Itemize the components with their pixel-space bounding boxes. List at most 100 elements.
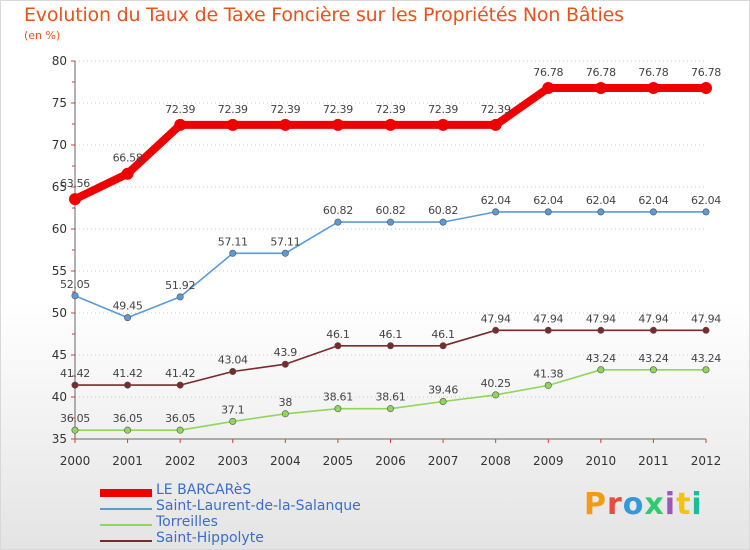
data-point [702,326,710,334]
data-point [331,118,344,131]
legend-swatch [100,489,152,497]
data-point [649,366,657,374]
data-label: 62.04 [481,194,511,207]
legend-swatch [100,540,152,542]
data-point [71,381,79,389]
data-point [124,426,132,434]
data-label: 76.78 [638,66,668,79]
data-point [229,367,237,375]
data-label: 43.24 [638,352,668,365]
data-label: 63.56 [60,177,90,190]
logo-letter: P [584,487,607,522]
data-point [334,405,342,413]
legend-swatch [100,508,152,510]
data-label: 72.39 [376,103,406,116]
data-label: 47.94 [481,312,511,325]
data-point [439,218,447,226]
logo-letter: r [607,487,623,522]
line-chart: 35 40 45 50 55 60 65 70 75 80 2000 2001 2002 2003 2004… [52,54,722,468]
data-label: 72.39 [428,103,458,116]
series-line-1 [74,211,707,319]
data-point [176,293,184,301]
data-label: 38.61 [323,391,353,404]
logo-letter: i [664,487,677,522]
x-tick-label: 2012 [691,454,722,468]
data-point [226,118,239,131]
data-point [124,314,132,322]
data-label: 39.46 [428,384,458,397]
x-tick-label: 2007 [428,454,459,468]
data-point [384,118,397,131]
data-point [437,118,450,131]
data-point [334,342,342,350]
data-label: 43.24 [586,352,616,365]
data-point [542,82,555,95]
data-label: 41.42 [113,367,143,380]
y-tick-label: 50 [52,306,67,320]
logo-letter: t [676,487,692,522]
logo-letter: o [622,487,645,522]
data-point [544,381,552,389]
data-label: 76.78 [691,66,721,79]
data-label: 47.94 [586,312,616,325]
data-point [594,82,607,95]
data-point [702,366,710,374]
x-tick-label: 2004 [270,454,301,468]
data-point [176,381,184,389]
data-label: 41.38 [533,367,563,380]
data-point [544,326,552,334]
data-point [386,405,394,413]
data-label: 46.1 [431,328,454,341]
data-point [597,208,605,216]
data-point [439,342,447,350]
data-label: 36.05 [165,412,195,425]
logo-letter: x [644,487,665,522]
data-point [279,118,292,131]
data-label: 47.94 [533,312,563,325]
x-tick-label: 2005 [323,454,354,468]
x-tick-label: 2009 [533,454,564,468]
data-point [71,292,79,300]
x-tick-label: 2008 [480,454,511,468]
x-tick-label: 2002 [165,454,196,468]
x-tick-label: 2011 [638,454,669,468]
proxiti-logo: Proxiti [584,487,703,522]
data-point [492,208,500,216]
y-tick-label: 65 [52,180,67,194]
legend-label: Saint-Hippolyte [156,530,264,546]
data-label: 51.92 [165,279,195,292]
y-tick-label: 75 [52,96,67,110]
data-label: 72.39 [218,103,248,116]
data-point [597,366,605,374]
y-tick-label: 40 [52,390,67,404]
data-point [492,391,500,399]
data-label: 36.05 [113,412,143,425]
x-tick-label: 2001 [112,454,143,468]
data-label: 76.78 [586,66,616,79]
y-tick-label: 55 [52,264,67,278]
data-point [69,193,81,206]
data-label: 66.58 [113,152,143,165]
data-point [281,249,289,257]
data-label: 60.82 [428,204,458,217]
data-point [702,208,710,216]
data-label: 40.25 [481,377,511,390]
data-label: 72.39 [270,103,300,116]
data-point [334,218,342,226]
data-point [281,360,289,368]
data-point [176,426,184,434]
data-label: 46.1 [379,328,402,341]
unit-label: (en %) [24,29,61,42]
data-point [229,417,237,425]
data-point [439,398,447,406]
data-point [649,208,657,216]
data-label: 41.42 [165,367,195,380]
data-point [544,208,552,216]
data-label: 49.45 [113,300,143,313]
data-label: 62.04 [691,194,721,207]
x-tick-label: 2010 [586,454,617,468]
data-label: 76.78 [533,66,563,79]
data-label: 72.39 [323,103,353,116]
data-point [121,167,134,180]
data-label: 43.04 [218,353,248,366]
